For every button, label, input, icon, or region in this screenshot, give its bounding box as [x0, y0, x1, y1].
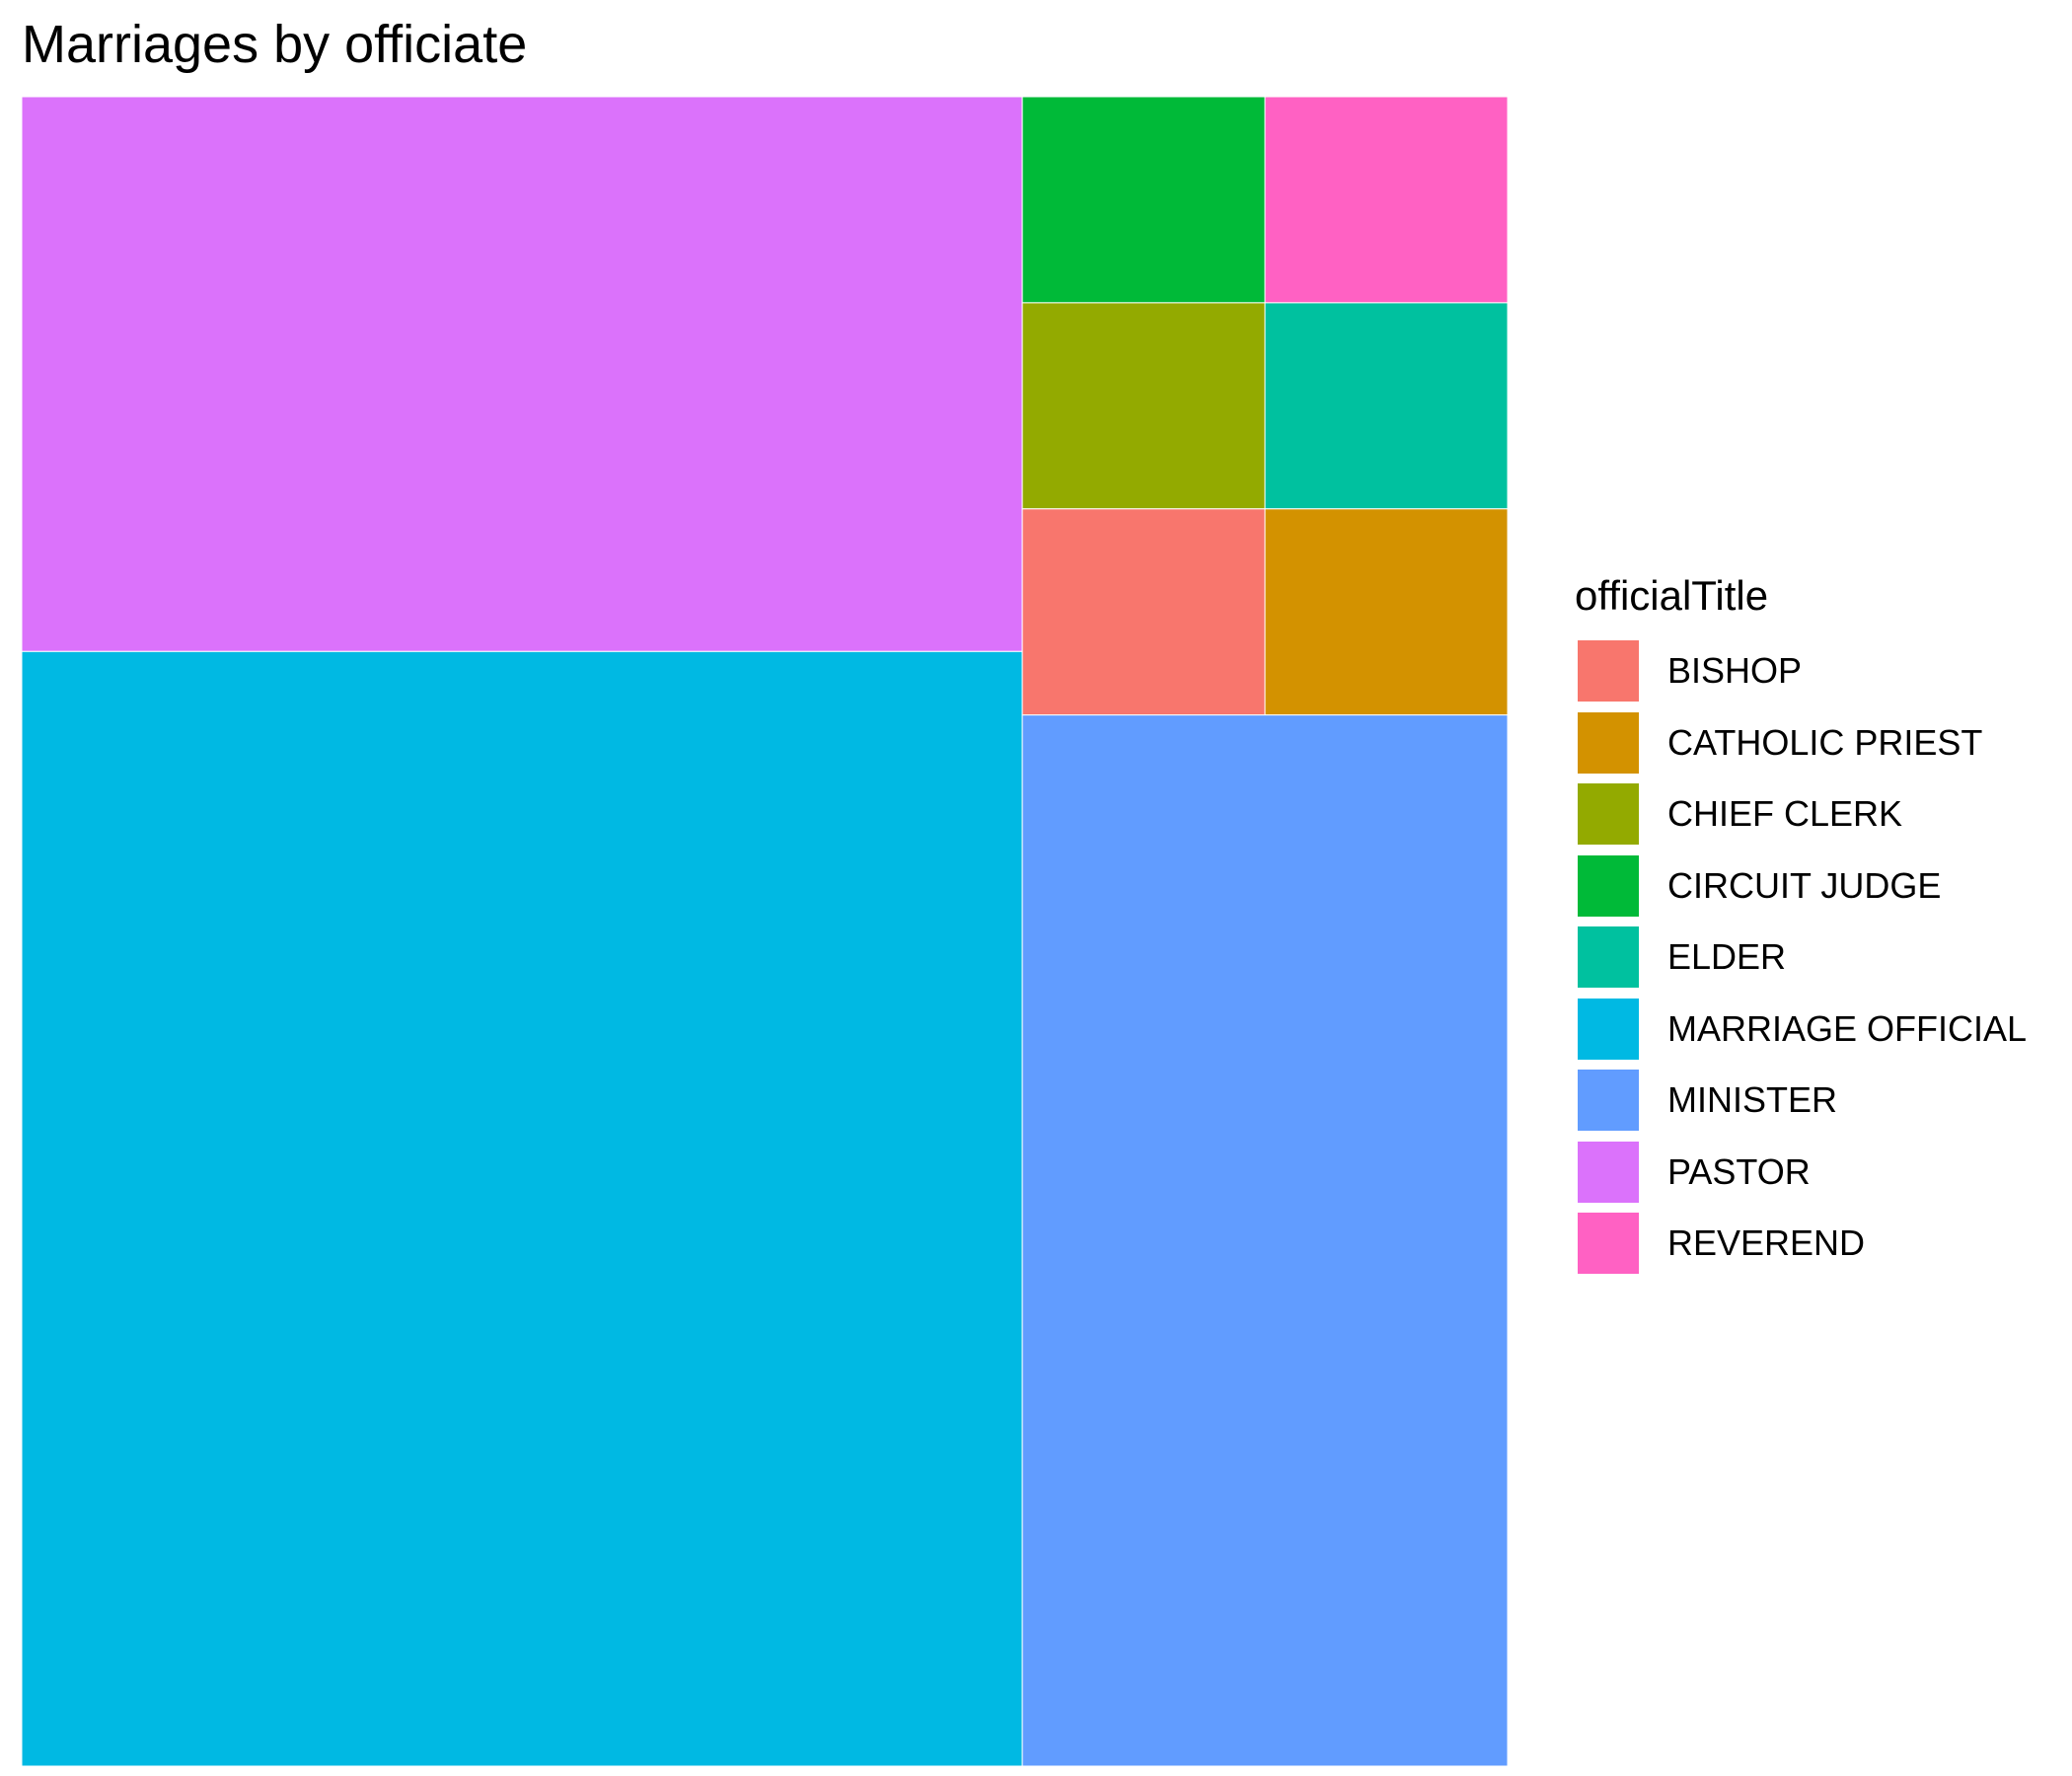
treemap-tile-catholic-priest — [1264, 508, 1508, 716]
legend-item-circuit-judge: CIRCUIT JUDGE — [1575, 851, 2027, 923]
legend-label-circuit-judge: CIRCUIT JUDGE — [1667, 864, 1942, 906]
legend-label-bishop: BISHOP — [1667, 650, 1803, 692]
legend-item-pastor: PASTOR — [1575, 1137, 2027, 1209]
legend-label-chief-clerk: CHIEF CLERK — [1667, 793, 1903, 835]
treemap-tile-marriage-official — [22, 650, 1023, 1766]
legend-key-circuit-judge — [1575, 851, 1642, 920]
treemap-tile-bishop — [1021, 508, 1266, 716]
treemap-plot — [22, 97, 1508, 1766]
legend-label-minister: MINISTER — [1667, 1079, 1838, 1121]
chart-title: Marriages by officiate — [22, 15, 528, 74]
treemap-tile-pastor — [22, 97, 1023, 652]
legend-key-chief-clerk — [1575, 780, 1642, 849]
treemap-tile-minister — [1021, 714, 1508, 1766]
legend-label-catholic-priest: CATHOLIC PRIEST — [1667, 721, 1983, 763]
legend-item-catholic-priest: CATHOLIC PRIEST — [1575, 707, 2027, 779]
legend-key-bishop — [1575, 637, 1642, 705]
treemap-tile-circuit-judge — [1021, 97, 1266, 304]
legend-items: BISHOP CATHOLIC PRIEST CHIEF CLERK CIRCUIT … — [1575, 635, 2027, 1280]
treemap-tile-elder — [1264, 302, 1508, 510]
legend-item-bishop: BISHOP — [1575, 635, 2027, 707]
legend-key-catholic-priest — [1575, 708, 1642, 777]
legend-item-elder: ELDER — [1575, 922, 2027, 994]
legend-item-minister: MINISTER — [1575, 1065, 2027, 1137]
legend-item-chief-clerk: CHIEF CLERK — [1575, 778, 2027, 851]
legend-item-marriage-official: MARRIAGE OFFICIAL — [1575, 994, 2027, 1066]
treemap-tile-reverend — [1264, 97, 1508, 304]
legend-label-elder: ELDER — [1667, 936, 1787, 978]
legend-label-marriage-official: MARRIAGE OFFICIAL — [1667, 1007, 2028, 1049]
legend-label-pastor: PASTOR — [1667, 1150, 1811, 1192]
legend: officialTitle BISHOP CATHOLIC PRIEST CHIEF… — [1575, 572, 2027, 1280]
legend-key-pastor — [1575, 1138, 1642, 1206]
legend-title: officialTitle — [1575, 572, 1769, 619]
legend-label-reverend: REVEREND — [1667, 1222, 1866, 1264]
legend-key-elder — [1575, 924, 1642, 992]
treemap-tile-chief-clerk — [1021, 302, 1266, 510]
legend-key-minister — [1575, 1067, 1642, 1135]
legend-item-reverend: REVEREND — [1575, 1208, 2027, 1280]
legend-key-marriage-official — [1575, 995, 1642, 1063]
legend-key-reverend — [1575, 1210, 1642, 1278]
